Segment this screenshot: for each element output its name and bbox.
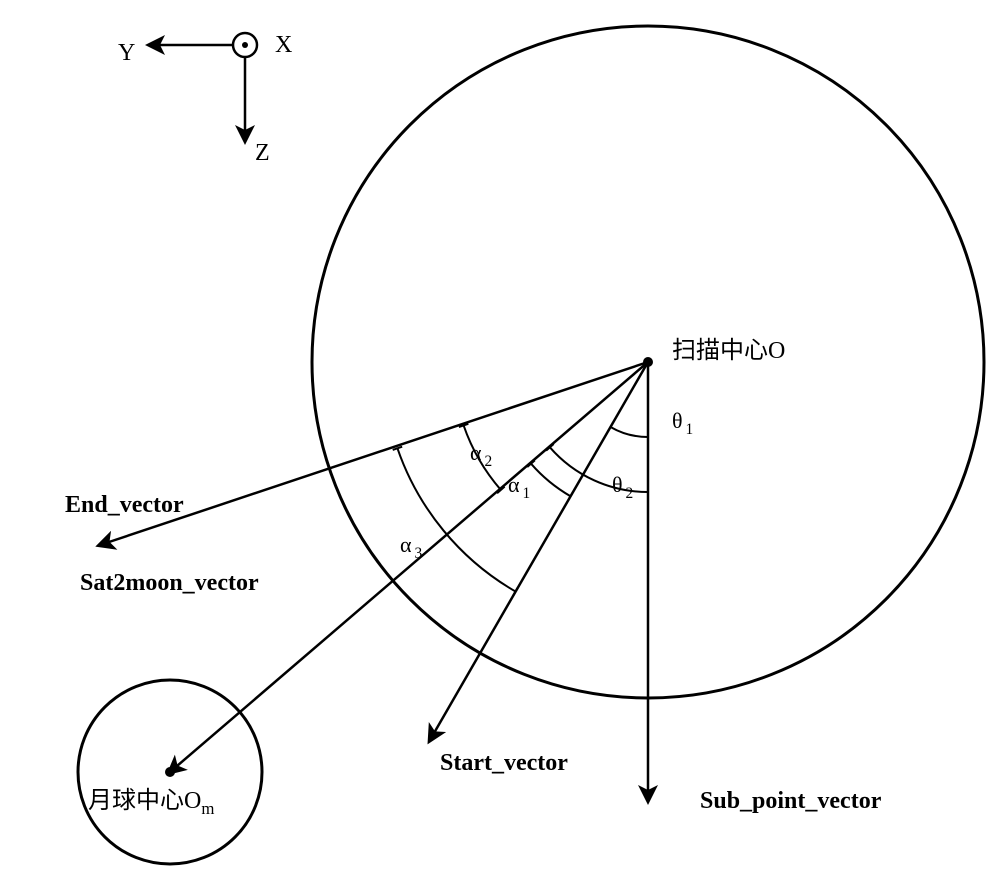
y-axis-label: Y <box>118 40 135 66</box>
theta1-arc <box>611 427 649 437</box>
end-vector-label: End_vector <box>65 492 184 518</box>
alpha2-label: α2 <box>470 440 492 470</box>
alpha1-arc <box>531 464 570 497</box>
theta2-arc <box>550 447 648 492</box>
alpha3-arc <box>397 448 515 591</box>
scan-center-label: 扫描中心O <box>672 337 785 364</box>
scan-center-dot <box>643 357 653 367</box>
theta1-label: θ1 <box>672 408 693 438</box>
start-vector-label: Start_vector <box>440 750 568 776</box>
alpha3-label: α3 <box>400 532 423 562</box>
alpha1-label: α1 <box>508 472 530 502</box>
sat2moon-vector-label: Sat2moon_vector <box>80 570 259 596</box>
x-axis-symbol-dot <box>242 42 248 48</box>
z-axis-label: Z <box>255 140 270 166</box>
sat2moon-vector <box>170 362 648 772</box>
moon-center-dot <box>165 767 175 777</box>
x-axis-label: X <box>275 32 292 58</box>
theta2-label: θ2 <box>612 472 633 502</box>
sub_point-vector-label: Sub_point_vector <box>700 788 882 814</box>
moon-center-label: 月球中心Om <box>88 787 214 818</box>
